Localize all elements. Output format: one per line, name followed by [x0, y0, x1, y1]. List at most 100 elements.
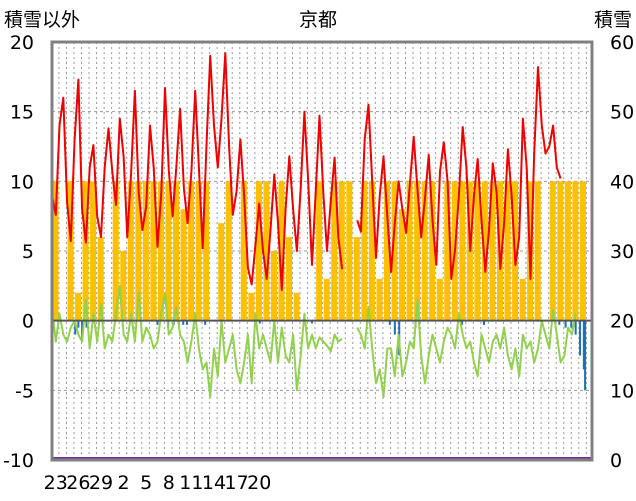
sunshine-bar [436, 278, 443, 321]
precipitation-bar [310, 320, 313, 324]
right-tick-label: 20 [610, 311, 634, 333]
sunshine-bar [97, 237, 104, 321]
sunshine-bar [173, 181, 180, 321]
precipitation-bar [85, 320, 88, 328]
sunshine-bar [383, 181, 390, 321]
sunshine-bar [240, 181, 247, 321]
sunshine-bar [263, 181, 270, 321]
right-tick-label: 50 [610, 102, 634, 124]
sunshine-bar [353, 237, 360, 321]
plot-frame [50, 40, 594, 462]
precipitation-bar [461, 320, 464, 325]
precipitation-bar [182, 320, 185, 325]
sunshine-bar [338, 181, 345, 321]
sunshine-bar [391, 181, 398, 321]
x-tick-label: 8 [163, 472, 175, 494]
humidity-line [356, 298, 577, 399]
sunshine-bar [414, 181, 421, 321]
precipitation-bar [483, 320, 485, 325]
right-tick-label: 60 [610, 32, 634, 54]
sunshine-bar [127, 181, 134, 321]
sunshine-bar [361, 181, 368, 321]
precipitation-bar [579, 320, 582, 356]
sunshine-bar [142, 181, 149, 321]
sunshine-bar [248, 292, 255, 321]
precipitation-bar [582, 320, 585, 370]
sunshine-bar [399, 209, 406, 321]
humidity-line [51, 284, 343, 399]
sunshine-bar [572, 181, 579, 321]
left-tick-label: 0 [22, 311, 34, 333]
sunshine-bar [67, 181, 74, 321]
right-tick-label: 40 [610, 171, 634, 193]
plot-border [50, 40, 594, 462]
sunshine-bar [346, 181, 353, 321]
sunshine-bar [270, 251, 277, 321]
right-axis-label: 積雪 [594, 9, 632, 31]
sunshine-bar [376, 278, 383, 321]
x-tick-label: 11 [179, 472, 203, 494]
sunshine-bar [323, 278, 330, 321]
sunshine-bar [90, 181, 97, 321]
sunshine-bar [534, 181, 541, 321]
x-tick-label: 2 [118, 472, 130, 494]
right-axis-ticks: 60 50 40 30 20 10 0 [610, 32, 634, 472]
left-tick-label: 5 [22, 241, 34, 263]
sunshine-bar [421, 181, 428, 321]
sunshine-bar [75, 292, 82, 321]
temperature-line [51, 52, 344, 291]
precipitation-bar [388, 320, 391, 325]
sunshine-bar [316, 181, 323, 321]
precipitation-bar [574, 320, 577, 335]
sunshine-bar [203, 181, 210, 321]
sunshine-bar [489, 181, 496, 321]
x-tick-label: 17 [225, 472, 249, 494]
sunshine-bar [188, 181, 195, 321]
sunshine-bar [557, 181, 564, 321]
sunshine-bar [504, 181, 511, 321]
temperature-line [356, 66, 562, 280]
precipitation-bar [584, 320, 587, 391]
left-axis-label: 積雪以外 [4, 9, 80, 31]
sunshine-bar [286, 237, 293, 321]
left-tick-label: 15 [10, 102, 34, 124]
left-tick-label: 20 [10, 32, 34, 54]
temperature-series [51, 52, 562, 291]
sunshine-bar [82, 181, 89, 321]
sunshine-bar [519, 278, 526, 321]
precipitation-bar [204, 320, 207, 325]
sunshine-bar [331, 181, 338, 321]
sunshine-bar [549, 181, 556, 321]
left-axis-ticks: 20 15 10 5 0 -5 -10 [3, 32, 34, 472]
chart-title: 京都 [299, 9, 337, 31]
sunshine-bar [150, 181, 157, 321]
x-tick-label: 23 [44, 472, 68, 494]
x-tick-label: 26 [66, 472, 90, 494]
sunshine-bar [157, 181, 164, 321]
sunshine-bar [255, 181, 262, 321]
right-tick-label: 0 [610, 450, 622, 472]
precipitation-bar [74, 320, 77, 335]
precipitation-bar [77, 320, 80, 328]
sunshine-bar [218, 223, 225, 321]
sunshine-bar [112, 181, 119, 321]
sunshine-bar [278, 181, 285, 321]
precipitation-bar [570, 320, 573, 328]
sunshine-bar [579, 181, 586, 321]
precipitation-bar [393, 320, 396, 335]
right-tick-label: 30 [610, 241, 634, 263]
left-tick-label: -5 [15, 380, 34, 402]
sunshine-bar [444, 181, 451, 321]
sunshine-bar [564, 181, 571, 321]
sunshine-bar [195, 181, 202, 321]
sunshine-bar [406, 181, 413, 321]
right-tick-label: 10 [610, 380, 634, 402]
precipitation-bar [564, 320, 567, 328]
sunshine-bar [180, 209, 187, 321]
x-tick-label: 5 [140, 472, 152, 494]
left-tick-label: -10 [3, 450, 34, 472]
sunshine-bar [474, 181, 481, 321]
sunshine-bar [135, 181, 142, 321]
